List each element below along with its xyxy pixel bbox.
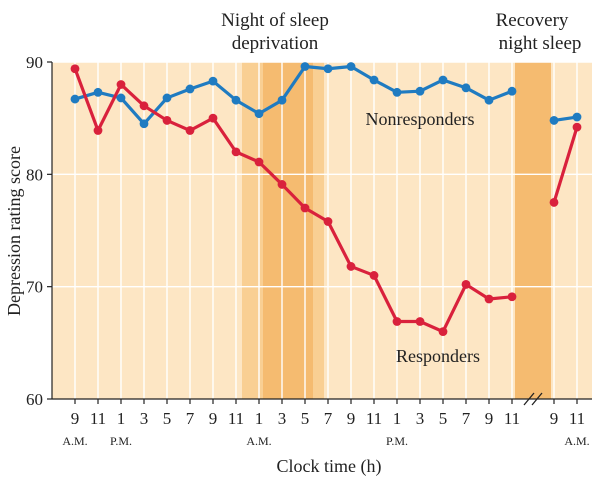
data-point-responders	[162, 116, 172, 125]
period-label: P.M.	[386, 434, 408, 448]
period-label: A.M.	[564, 434, 589, 448]
period-label: A.M.	[62, 434, 87, 448]
x-tick-label: 9	[71, 409, 80, 428]
annotation-recovery-line-1: Recovery	[496, 10, 569, 31]
data-point-responders	[369, 271, 379, 280]
y-axis-title: Depression rating score	[4, 146, 24, 316]
x-tick-label: 7	[186, 409, 195, 428]
data-point-responders	[323, 217, 333, 226]
x-tick-label: 7	[462, 409, 471, 428]
x-tick-label: 1	[393, 409, 402, 428]
recovery-sleep-band	[515, 62, 551, 399]
data-point-nonresponders	[549, 116, 559, 125]
x-tick-label: 1	[255, 409, 264, 428]
data-point-responders	[185, 126, 195, 135]
y-tick-label: 70	[26, 278, 43, 297]
period-label: A.M.	[246, 434, 271, 448]
data-point-responders	[116, 80, 126, 89]
data-point-responders	[139, 101, 149, 111]
data-point-responders	[277, 180, 287, 189]
y-tick-label: 80	[26, 165, 43, 184]
x-tick-label: 5	[301, 409, 310, 428]
data-point-responders	[549, 198, 559, 207]
data-point-responders	[346, 262, 356, 271]
data-point-nonresponders	[461, 83, 471, 93]
x-tick-label: 11	[366, 409, 382, 428]
data-point-responders	[70, 64, 80, 74]
data-point-nonresponders	[254, 109, 264, 119]
data-point-nonresponders	[415, 86, 425, 96]
data-point-responders	[461, 280, 471, 289]
data-point-responders	[484, 294, 494, 304]
series	[70, 62, 582, 336]
data-point-responders	[572, 122, 582, 132]
x-tick-label: 5	[163, 409, 172, 428]
data-point-nonresponders	[484, 95, 494, 105]
data-point-responders	[507, 292, 517, 302]
annotation-recovery-line-2: night sleep	[499, 33, 582, 54]
data-point-nonresponders	[231, 95, 241, 105]
x-tick-label: 9	[209, 409, 218, 428]
x-tick-label: 11	[228, 409, 244, 428]
data-point-nonresponders	[369, 75, 379, 85]
data-point-responders	[208, 113, 218, 123]
x-tick-label: 5	[439, 409, 448, 428]
gridlines	[52, 61, 592, 399]
axis-break-mark	[531, 392, 543, 406]
data-point-nonresponders	[572, 112, 582, 122]
series-line-responders	[552, 126, 579, 203]
data-point-responders	[231, 147, 241, 157]
data-point-nonresponders	[185, 84, 195, 94]
data-point-responders	[93, 126, 103, 135]
data-point-nonresponders	[162, 93, 172, 103]
data-point-nonresponders	[70, 94, 80, 104]
x-axis-title: Clock time (h)	[277, 456, 382, 477]
x-tick-label: 3	[278, 409, 287, 428]
x-tick-label: 9	[485, 409, 494, 428]
data-point-responders	[300, 203, 310, 213]
data-point-nonresponders	[208, 76, 218, 86]
data-point-responders	[415, 317, 425, 326]
x-tick-label: 1	[117, 409, 126, 428]
data-point-nonresponders	[392, 87, 402, 97]
series-label-nonresponders: Nonresponders	[366, 109, 475, 129]
data-point-responders	[254, 157, 264, 167]
plot-background	[52, 62, 592, 399]
y-tick-label: 60	[26, 390, 43, 409]
x-tick-label: 7	[324, 409, 333, 428]
data-point-nonresponders	[116, 93, 126, 103]
data-point-nonresponders	[323, 64, 333, 74]
data-point-responders	[392, 317, 402, 326]
data-point-nonresponders	[346, 62, 356, 71]
data-point-nonresponders	[93, 87, 103, 97]
y-tick-label: 90	[26, 53, 43, 72]
x-tick-label: 9	[347, 409, 356, 428]
axes	[47, 61, 592, 406]
x-tick-label: 11	[504, 409, 520, 428]
data-point-nonresponders	[507, 86, 517, 96]
labels: Night of sleep deprivation Recovery nigh…	[4, 10, 590, 477]
data-point-nonresponders	[277, 95, 287, 105]
data-point-nonresponders	[300, 62, 310, 71]
data-point-responders	[438, 327, 448, 336]
x-tick-label: 3	[140, 409, 149, 428]
x-tick-label: 11	[90, 409, 106, 428]
x-tick-label: 3	[416, 409, 425, 428]
annotation-sleep-deprivation-line-1: Night of sleep	[221, 10, 329, 31]
x-tick-label: 11	[569, 409, 585, 428]
data-point-nonresponders	[139, 119, 149, 129]
series-label-responders: Responders	[396, 346, 480, 366]
period-label: P.M.	[110, 434, 132, 448]
x-tick-label: 9	[550, 409, 559, 428]
data-point-nonresponders	[438, 75, 448, 85]
axis-break-mark	[523, 392, 535, 406]
annotation-sleep-deprivation-line-2: deprivation	[232, 33, 319, 54]
